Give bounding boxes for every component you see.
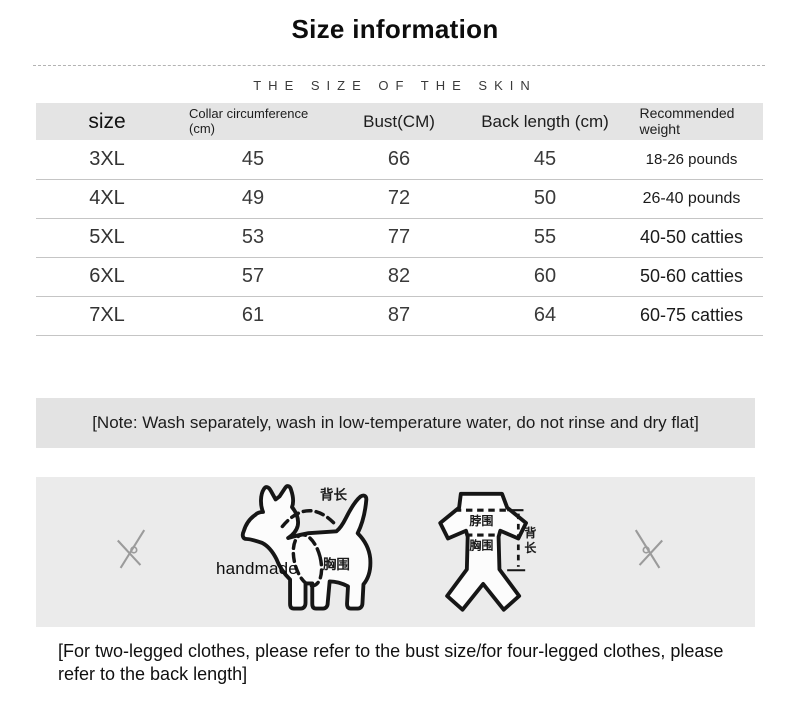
column-header-size: size xyxy=(88,109,126,133)
dog-bust-label: 胸围 xyxy=(323,556,350,572)
cell-size: 6XL xyxy=(89,265,125,287)
cell-size: 3XL xyxy=(89,147,125,170)
cell-bust: 77 xyxy=(387,226,411,248)
wash-note: [Note: Wash separately, wash in low-temp… xyxy=(36,398,755,448)
dashed-divider xyxy=(33,65,765,66)
section-subtitle: THE SIZE OF THE SKIN xyxy=(253,78,537,93)
cell-bust: 87 xyxy=(387,304,411,326)
garment-outline xyxy=(438,491,528,612)
cell-collar: 53 xyxy=(241,226,265,248)
cell-back-length: 45 xyxy=(533,147,557,170)
page-title: Size information xyxy=(291,14,499,44)
table-row: 3XL 45 66 45 18-26 pounds xyxy=(36,140,763,179)
cell-bust: 72 xyxy=(387,187,411,209)
garment-neck-label: 脖围 xyxy=(469,513,493,528)
cell-back-length: 50 xyxy=(533,187,557,209)
cell-back-length: 60 xyxy=(533,265,557,287)
wash-note-text: [Note: Wash separately, wash in low-temp… xyxy=(92,413,699,432)
table-header-row: size Collar circumference (cm) Bust(CM) … xyxy=(36,103,763,140)
dog-measurement-diagram: 背长 胸围 xyxy=(240,484,373,611)
garment-bust-label: 胸围 xyxy=(469,538,493,553)
table-row: 7XL 61 87 64 60-75 catties xyxy=(36,296,763,335)
cell-collar: 45 xyxy=(241,147,265,170)
table-row: 6XL 57 82 60 50-60 catties xyxy=(36,257,763,296)
cell-weight: 18-26 pounds xyxy=(645,150,738,168)
cell-weight: 60-75 catties xyxy=(639,305,744,325)
cell-collar: 57 xyxy=(241,265,265,287)
cell-back-length: 64 xyxy=(533,304,557,326)
cell-size: 4XL xyxy=(89,187,125,209)
cell-size: 7XL xyxy=(89,304,125,326)
decor-cross-right-icon xyxy=(634,529,663,569)
cell-back-length: 55 xyxy=(533,226,557,248)
handmade-label: handmade xyxy=(216,559,298,578)
garment-back-length-label-char2: 长 xyxy=(524,540,537,555)
cell-weight: 40-50 catties xyxy=(639,227,744,247)
cell-weight: 50-60 catties xyxy=(639,266,744,286)
table-row: 5XL 53 77 55 40-50 catties xyxy=(36,218,763,257)
dog-outline xyxy=(240,484,373,611)
cell-size: 5XL xyxy=(89,226,125,248)
cell-bust: 82 xyxy=(387,265,411,287)
footer-note: [For two-legged clothes, please refer to… xyxy=(58,641,724,684)
column-header-back-length: Back length (cm) xyxy=(481,111,609,131)
dog-back-length-label: 背长 xyxy=(320,486,347,502)
column-header-collar: Collar circumference (cm) xyxy=(189,105,309,136)
garment-back-length-label-char1: 背 xyxy=(524,525,536,540)
size-table: size Collar circumference (cm) Bust(CM) … xyxy=(36,103,763,336)
cell-bust: 66 xyxy=(387,147,411,170)
column-header-recommended-weight: Recommended weight xyxy=(639,104,735,137)
cell-weight: 26-40 pounds xyxy=(642,189,741,207)
cell-collar: 61 xyxy=(241,304,265,326)
dog-bust-dashed-ellipse xyxy=(291,533,324,588)
column-header-bust: Bust(CM) xyxy=(363,111,435,131)
table-row: 4XL 49 72 50 26-40 pounds xyxy=(36,179,763,218)
measurement-diagram: 背长 胸围 handmade 脖围 胸围 背 长 xyxy=(36,477,755,627)
cell-collar: 49 xyxy=(241,187,265,209)
dog-back-length-dashed-arc xyxy=(280,509,337,529)
garment-measurement-diagram: 脖围 胸围 背 长 xyxy=(438,491,537,612)
decor-cross-left-icon xyxy=(117,529,146,569)
